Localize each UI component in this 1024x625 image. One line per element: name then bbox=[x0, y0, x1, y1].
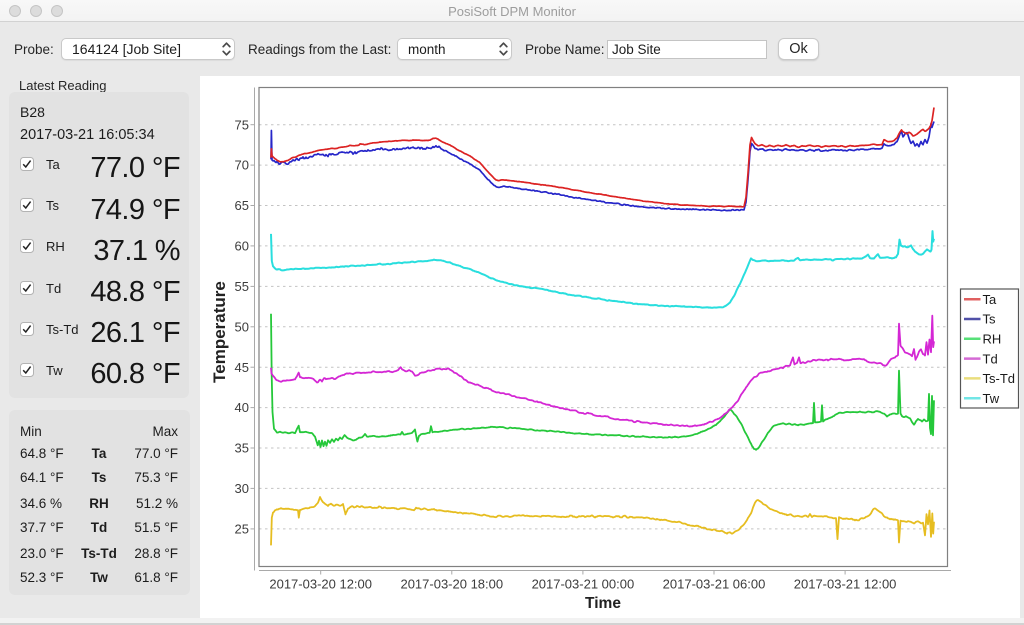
svg-text:2017-03-21 12:00: 2017-03-21 12:00 bbox=[794, 577, 897, 592]
svg-text:2017-03-20 12:00: 2017-03-20 12:00 bbox=[269, 577, 372, 592]
svg-text:75: 75 bbox=[235, 117, 249, 132]
svg-text:Temperature: Temperature bbox=[210, 281, 229, 383]
svg-text:35: 35 bbox=[235, 441, 249, 456]
svg-text:45: 45 bbox=[235, 360, 249, 375]
svg-text:Ts: Ts bbox=[983, 312, 997, 327]
svg-text:60: 60 bbox=[235, 239, 249, 254]
svg-text:2017-03-21 06:00: 2017-03-21 06:00 bbox=[663, 577, 766, 592]
svg-text:65: 65 bbox=[235, 198, 249, 213]
svg-text:70: 70 bbox=[235, 158, 249, 173]
svg-text:2017-03-20 18:00: 2017-03-20 18:00 bbox=[400, 577, 503, 592]
svg-text:RH: RH bbox=[983, 332, 1002, 347]
svg-text:40: 40 bbox=[235, 400, 249, 415]
svg-text:2017-03-21 00:00: 2017-03-21 00:00 bbox=[532, 577, 635, 592]
svg-text:Time: Time bbox=[585, 595, 621, 612]
svg-text:Ts-Td: Ts-Td bbox=[983, 371, 1016, 386]
svg-text:25: 25 bbox=[235, 522, 249, 537]
svg-text:Ta: Ta bbox=[983, 292, 998, 307]
svg-text:Td: Td bbox=[983, 351, 998, 366]
svg-text:55: 55 bbox=[235, 279, 249, 294]
svg-text:50: 50 bbox=[235, 319, 249, 334]
svg-text:Tw: Tw bbox=[983, 391, 1000, 406]
svg-text:30: 30 bbox=[235, 481, 249, 496]
